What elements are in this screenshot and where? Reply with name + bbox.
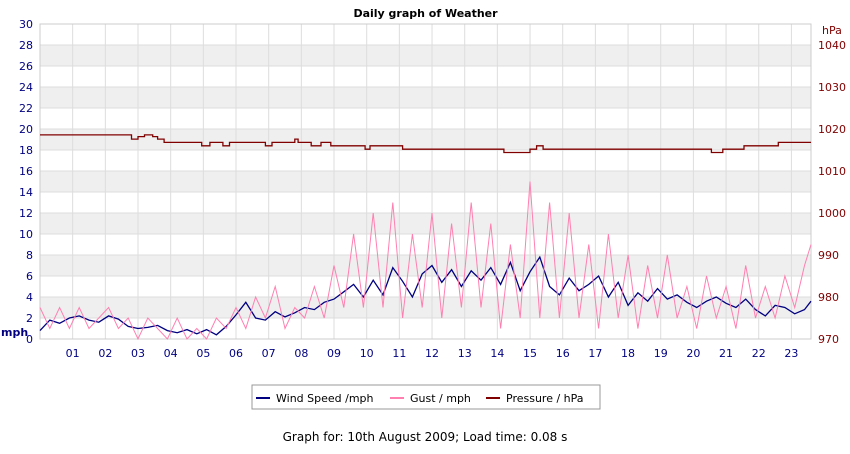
y-tick-label-right: 1020: [818, 123, 846, 136]
x-tick-label: 12: [425, 347, 439, 360]
grid-band: [40, 213, 811, 234]
grid-band: [40, 129, 811, 150]
x-tick-label: 02: [98, 347, 112, 360]
grid-band: [40, 87, 811, 108]
grid-band: [40, 255, 811, 276]
chart-title: Daily graph of Weather: [353, 7, 498, 20]
x-tick-label: 13: [458, 347, 472, 360]
y-tick-label-left: 14: [19, 186, 33, 199]
legend-label: Wind Speed /mph: [276, 392, 374, 405]
y-tick-label-left: 0: [26, 333, 33, 346]
plot-frame: [39, 23, 812, 340]
x-tick-label: 01: [66, 347, 80, 360]
series-line-pressure-hpa: [40, 134, 811, 154]
y-tick-label-right: 1040: [818, 39, 846, 52]
y-tick-label-right: 1000: [818, 207, 846, 220]
legend-label: Gust / mph: [410, 392, 471, 405]
x-tick-label: 06: [229, 347, 243, 360]
y-tick-label-left: 28: [19, 39, 33, 52]
y-axis-label-left: mph: [1, 326, 28, 339]
grid-band: [40, 45, 811, 66]
y-tick-label-left: 18: [19, 144, 33, 157]
y-tick-label-left: 2: [26, 312, 33, 325]
x-tick-label: 15: [523, 347, 537, 360]
x-tick-label: 23: [784, 347, 798, 360]
y-tick-label-left: 6: [26, 270, 33, 283]
x-tick-label: 03: [131, 347, 145, 360]
x-tick-label: 10: [360, 347, 374, 360]
y-tick-label-left: 16: [19, 165, 33, 178]
y-axis-label-right: hPa: [822, 24, 842, 37]
x-tick-label: 19: [654, 347, 668, 360]
series-line-wind-speed-mph: [39, 255, 812, 336]
y-tick-label-left: 22: [19, 102, 33, 115]
y-tick-label-right: 980: [818, 291, 839, 304]
y-tick-label-left: 30: [19, 18, 33, 31]
graph-footer: Graph for: 10th August 2009; Load time: …: [282, 430, 568, 444]
x-tick-label: 11: [392, 347, 406, 360]
x-tick-label: 18: [621, 347, 635, 360]
series-line-gust-mph: [39, 181, 812, 341]
x-tick-label: 14: [490, 347, 504, 360]
x-tick-label: 20: [686, 347, 700, 360]
y-tick-label-left: 20: [19, 123, 33, 136]
y-tick-label-left: 10: [19, 228, 33, 241]
y-tick-label-right: 970: [818, 333, 839, 346]
y-tick-label-left: 26: [19, 60, 33, 73]
x-tick-label: 21: [719, 347, 733, 360]
x-tick-label: 22: [752, 347, 766, 360]
grid-band: [40, 171, 811, 192]
x-tick-label: 07: [262, 347, 276, 360]
y-tick-label-left: 8: [26, 249, 33, 262]
x-tick-label: 04: [164, 347, 178, 360]
grid-band: [40, 297, 811, 318]
x-tick-label: 17: [588, 347, 602, 360]
y-tick-label-left: 24: [19, 81, 33, 94]
legend-box: [251, 384, 601, 410]
legend-label: Pressure / hPa: [506, 392, 584, 405]
y-tick-label-right: 990: [818, 249, 839, 262]
x-tick-label: 16: [556, 347, 570, 360]
x-tick-label: 08: [294, 347, 308, 360]
y-tick-label-right: 1030: [818, 81, 846, 94]
y-tick-label-left: 4: [26, 291, 33, 304]
y-tick-label-left: 12: [19, 207, 33, 220]
x-tick-label: 09: [327, 347, 341, 360]
y-tick-label-right: 1010: [818, 165, 846, 178]
x-tick-label: 05: [196, 347, 210, 360]
